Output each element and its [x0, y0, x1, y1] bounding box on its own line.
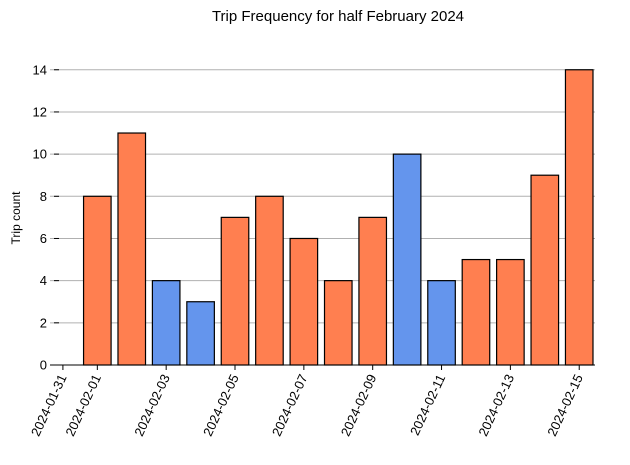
bar: [289, 237, 319, 366]
bar: [151, 280, 181, 366]
bar: [117, 132, 147, 366]
x-tick-label: 2024-02-05: [200, 372, 242, 439]
x-tick-label: 2024-02-11: [407, 372, 448, 438]
y-tick-label: 10: [33, 147, 47, 162]
bar: [392, 153, 422, 366]
bar: [220, 216, 250, 366]
bar: [427, 280, 456, 366]
bar: [496, 258, 525, 366]
bar: [358, 216, 388, 366]
x-tick-label: 2024-02-15: [544, 372, 586, 439]
bar: [255, 195, 284, 366]
bar: [82, 195, 112, 366]
bar: [530, 174, 560, 366]
bar: [564, 69, 594, 366]
x-tick-label: 2024-02-07: [269, 372, 311, 439]
x-tick-label: 2024-02-01: [62, 372, 104, 439]
x-tick-label: 2024-02-13: [475, 372, 517, 439]
x-tick-label: 2024-02-03: [131, 372, 173, 439]
y-tick-label: 0: [40, 358, 47, 373]
chart-title: Trip Frequency for half February 2024: [212, 8, 464, 25]
y-axis-label: Trip count: [9, 191, 23, 245]
bar: [323, 280, 353, 366]
y-tick-label: 8: [40, 189, 47, 204]
y-tick-label: 14: [33, 62, 47, 77]
y-tick-label: 4: [40, 273, 47, 288]
x-tick-label: 2024-02-09: [338, 372, 380, 439]
y-tick-label: 2: [40, 315, 47, 330]
bar: [186, 301, 215, 366]
y-tick-label: 6: [40, 231, 47, 246]
y-tick-label: 12: [33, 104, 47, 119]
bar: [461, 258, 491, 366]
